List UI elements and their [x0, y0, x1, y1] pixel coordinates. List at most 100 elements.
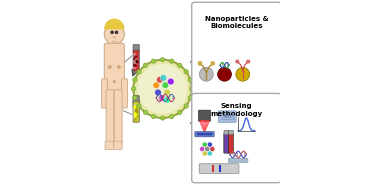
Circle shape: [135, 119, 136, 120]
Circle shape: [156, 76, 163, 83]
Circle shape: [199, 133, 201, 135]
FancyBboxPatch shape: [198, 110, 211, 121]
Circle shape: [133, 60, 192, 118]
Circle shape: [115, 31, 118, 33]
Circle shape: [134, 64, 135, 66]
Circle shape: [169, 59, 174, 63]
Circle shape: [210, 133, 212, 135]
Circle shape: [155, 89, 161, 96]
FancyBboxPatch shape: [195, 132, 214, 137]
Bar: [112, 41, 116, 46]
FancyBboxPatch shape: [218, 111, 236, 122]
Circle shape: [164, 89, 170, 96]
Circle shape: [151, 59, 156, 63]
Circle shape: [111, 31, 113, 33]
Circle shape: [133, 78, 137, 82]
Circle shape: [201, 133, 203, 135]
FancyBboxPatch shape: [114, 90, 122, 144]
Text: Sensing
methodology: Sensing methodology: [210, 103, 262, 117]
FancyBboxPatch shape: [133, 45, 139, 52]
Circle shape: [137, 104, 141, 108]
Circle shape: [188, 96, 192, 100]
Circle shape: [197, 133, 199, 135]
Circle shape: [160, 116, 165, 120]
Circle shape: [135, 107, 136, 108]
Circle shape: [143, 63, 148, 68]
FancyBboxPatch shape: [224, 134, 229, 153]
Circle shape: [160, 58, 165, 62]
Circle shape: [207, 142, 212, 147]
Circle shape: [184, 104, 188, 108]
Circle shape: [118, 66, 120, 68]
Circle shape: [135, 58, 137, 60]
Circle shape: [178, 63, 182, 68]
Polygon shape: [200, 121, 209, 133]
FancyBboxPatch shape: [106, 90, 114, 144]
Circle shape: [204, 147, 210, 152]
Circle shape: [136, 115, 138, 117]
Circle shape: [158, 95, 165, 101]
Circle shape: [108, 66, 111, 68]
FancyBboxPatch shape: [122, 79, 127, 108]
Circle shape: [136, 110, 137, 112]
FancyBboxPatch shape: [192, 93, 281, 183]
Circle shape: [160, 75, 167, 81]
Circle shape: [135, 115, 136, 116]
Circle shape: [199, 67, 213, 81]
FancyBboxPatch shape: [134, 105, 136, 119]
Circle shape: [135, 64, 137, 66]
FancyBboxPatch shape: [104, 43, 124, 94]
Circle shape: [167, 78, 174, 85]
FancyBboxPatch shape: [199, 164, 239, 173]
Circle shape: [210, 147, 215, 152]
Circle shape: [162, 82, 169, 88]
Circle shape: [207, 151, 212, 156]
Circle shape: [134, 107, 136, 108]
Circle shape: [113, 81, 115, 83]
Circle shape: [136, 59, 137, 60]
Circle shape: [135, 56, 136, 57]
FancyBboxPatch shape: [224, 130, 229, 135]
Circle shape: [211, 62, 214, 65]
Circle shape: [200, 147, 204, 152]
Circle shape: [236, 67, 250, 81]
Circle shape: [136, 61, 138, 62]
Circle shape: [208, 133, 209, 135]
FancyBboxPatch shape: [102, 79, 107, 108]
Circle shape: [198, 62, 201, 65]
Circle shape: [135, 65, 136, 66]
Circle shape: [153, 82, 160, 88]
FancyBboxPatch shape: [133, 96, 139, 103]
Circle shape: [104, 24, 124, 44]
Circle shape: [135, 112, 136, 114]
Circle shape: [143, 110, 148, 115]
FancyBboxPatch shape: [134, 54, 136, 68]
Circle shape: [134, 58, 135, 60]
Text: SPR: SPR: [223, 114, 231, 118]
Circle shape: [151, 114, 156, 119]
Circle shape: [133, 96, 137, 100]
FancyBboxPatch shape: [133, 101, 139, 122]
FancyBboxPatch shape: [192, 2, 281, 95]
Circle shape: [136, 111, 138, 113]
FancyBboxPatch shape: [229, 130, 233, 135]
Circle shape: [138, 64, 187, 114]
Circle shape: [202, 142, 207, 147]
Circle shape: [131, 87, 136, 91]
Circle shape: [188, 78, 192, 82]
Circle shape: [189, 87, 194, 91]
Circle shape: [206, 133, 208, 135]
Circle shape: [184, 70, 188, 74]
Circle shape: [204, 133, 205, 135]
Wedge shape: [105, 19, 124, 29]
FancyBboxPatch shape: [229, 159, 248, 162]
Text: Nanoparticles &
Biomolecules: Nanoparticles & Biomolecules: [204, 16, 268, 29]
Circle shape: [218, 67, 231, 81]
Circle shape: [164, 97, 170, 103]
FancyBboxPatch shape: [114, 141, 122, 149]
FancyBboxPatch shape: [133, 50, 139, 71]
Circle shape: [178, 110, 182, 115]
Circle shape: [202, 151, 207, 156]
Circle shape: [137, 70, 141, 74]
FancyBboxPatch shape: [105, 141, 113, 149]
